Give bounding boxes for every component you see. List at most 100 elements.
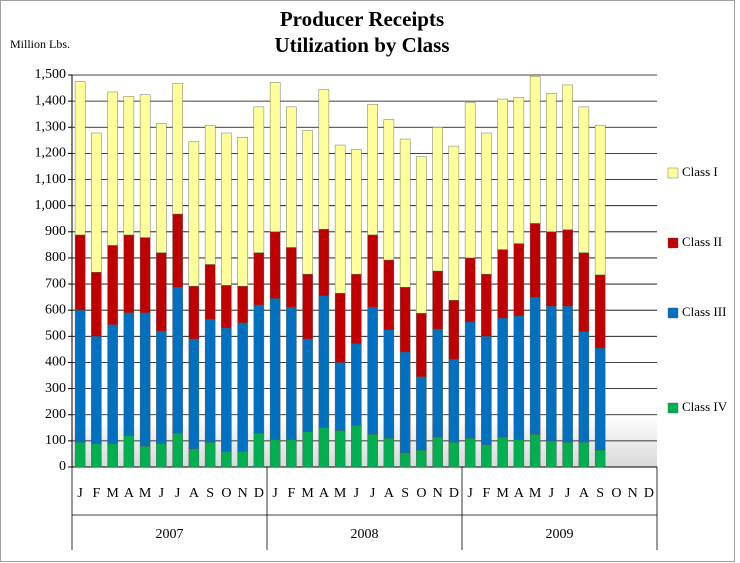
y-tick-label: 1,500 [35, 67, 67, 82]
bar-segment [302, 130, 313, 275]
bar-segment [302, 431, 313, 468]
bar-segment [464, 102, 476, 259]
bar-segment [594, 347, 606, 451]
x-tick-label: A [124, 486, 135, 501]
bar-segment [221, 451, 232, 468]
y-tick-label: 700 [45, 276, 66, 291]
bar-segment [286, 306, 297, 440]
bar-segment [448, 300, 460, 360]
bar-segment [107, 443, 118, 468]
bar-segment [302, 338, 313, 432]
x-tick-label: N [238, 486, 248, 501]
bar-segment [448, 441, 460, 468]
bar-segment [367, 306, 378, 435]
legend-label: Class IV [682, 399, 728, 414]
chart-title: Producer Receipts [280, 7, 444, 31]
bar-segment [432, 436, 443, 468]
x-tick-label: S [401, 486, 409, 501]
bar-segment [204, 441, 216, 468]
bar-segment [529, 434, 541, 468]
bar-segment [172, 83, 183, 215]
bar-segment [123, 96, 135, 236]
y-tick-label: 600 [45, 302, 66, 317]
bar-segment [578, 106, 590, 253]
x-tick-label: D [644, 486, 654, 501]
bar-segment [253, 106, 265, 253]
bar-segment [529, 76, 541, 224]
group-label: 2009 [546, 527, 574, 542]
bar-segment [594, 274, 606, 349]
bar-segment [351, 149, 362, 275]
bar-segment [562, 441, 573, 468]
y-tick-label: 1,200 [35, 146, 67, 161]
bar-segment [269, 298, 281, 440]
bar-segment [74, 441, 86, 468]
x-tick-label: S [206, 486, 214, 501]
y-tick-label: 500 [45, 329, 66, 344]
x-tick-label: M [301, 486, 314, 501]
legend-swatch [667, 402, 679, 414]
bar-segment [123, 234, 135, 314]
bar-segment [188, 338, 200, 449]
bar-segment [269, 439, 281, 468]
group-label: 2008 [351, 527, 379, 542]
bar-segment [497, 317, 508, 438]
bar-segment [318, 228, 330, 297]
bar-segment [416, 449, 427, 468]
legend-label: Class II [682, 234, 722, 249]
legend-swatch [667, 307, 679, 319]
bar-segment [383, 259, 395, 330]
x-tick-label: A [514, 486, 525, 501]
x-tick-label: J [549, 486, 555, 501]
x-tick-label: N [628, 486, 638, 501]
y-tick-label: 0 [59, 459, 66, 474]
bar-segment [107, 324, 118, 444]
bar-segment [529, 296, 541, 435]
bar-segment [74, 234, 86, 311]
bar-segment [237, 285, 248, 323]
bar-segment [269, 231, 281, 299]
bar-segment [497, 98, 508, 250]
bar-segment [237, 322, 248, 452]
bar-segment [481, 273, 492, 337]
bar-segment [481, 444, 492, 468]
bar-segment [383, 329, 395, 439]
bar-segment [188, 141, 200, 287]
bar-segment [416, 156, 427, 314]
bar-segment [416, 376, 427, 451]
x-tick-label: J [77, 486, 83, 501]
x-tick-label: M [529, 486, 542, 501]
bar-segment [562, 229, 573, 307]
bar-segment [172, 287, 183, 434]
bar-segment [416, 313, 427, 378]
bar-segment [172, 213, 183, 288]
x-tick-label: J [370, 486, 376, 501]
bar-segment [156, 252, 167, 332]
bar-segment [399, 287, 411, 353]
x-tick-label: A [384, 486, 395, 501]
x-tick-label: O [416, 486, 426, 501]
y-tick-label: 100 [45, 433, 66, 448]
bar-segment [74, 310, 86, 443]
bar-segment [91, 272, 102, 337]
bar-segment [318, 89, 330, 230]
bar-segment [497, 436, 508, 468]
bar-segment [74, 81, 86, 236]
bar-segment [367, 234, 378, 308]
bar-segment [204, 264, 216, 320]
y-tick-label: 800 [45, 250, 66, 265]
x-tick-label: J [467, 486, 473, 501]
y-tick-label: 1,000 [35, 198, 67, 213]
bar-segment [156, 330, 167, 444]
legend-swatch [667, 237, 679, 249]
bar-segment [221, 285, 232, 329]
bar-segment [513, 315, 525, 440]
bar-segment [91, 443, 102, 468]
bar-segment [156, 443, 167, 468]
bar-segment [286, 106, 297, 248]
bar-segment [334, 430, 346, 468]
bar-segment [139, 237, 151, 314]
bar-segment [172, 432, 183, 468]
bar-segment [253, 304, 265, 434]
